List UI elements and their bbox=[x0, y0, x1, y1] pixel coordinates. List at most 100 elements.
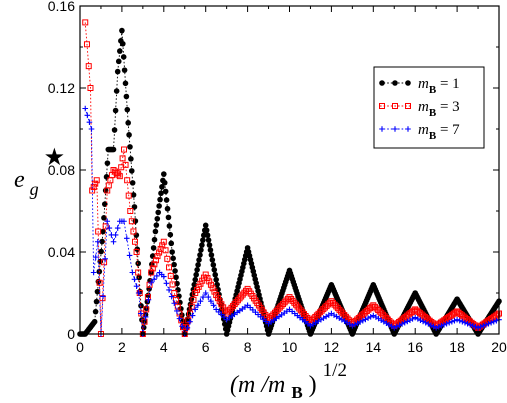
y-tick-label: 0.04 bbox=[48, 244, 75, 260]
data-point bbox=[175, 287, 181, 293]
data-point bbox=[119, 40, 126, 47]
data-point bbox=[95, 228, 102, 235]
data-point bbox=[127, 208, 134, 214]
data-point bbox=[301, 311, 308, 318]
data-point bbox=[299, 309, 306, 316]
data-point bbox=[392, 126, 398, 132]
data-point bbox=[315, 310, 322, 317]
data-point bbox=[221, 314, 227, 320]
data-point bbox=[173, 274, 179, 281]
y-axis-label-base: e bbox=[14, 167, 25, 193]
x-tick-label: 18 bbox=[449, 339, 465, 355]
y-tick-label: 0.08 bbox=[48, 162, 75, 178]
data-point bbox=[143, 306, 150, 313]
legend-label-var: m bbox=[418, 76, 429, 92]
data-point bbox=[172, 268, 178, 274]
x-tick-label: 8 bbox=[244, 339, 252, 355]
data-point bbox=[188, 303, 195, 310]
data-point bbox=[125, 120, 131, 126]
data-point bbox=[121, 218, 127, 225]
data-point bbox=[218, 311, 225, 318]
data-point bbox=[130, 228, 137, 235]
data-point bbox=[412, 314, 418, 321]
x-tick-label: 12 bbox=[324, 339, 340, 355]
data-point bbox=[165, 214, 172, 221]
data-point bbox=[328, 298, 335, 305]
data-point bbox=[152, 228, 159, 235]
data-point bbox=[197, 298, 204, 304]
data-point bbox=[204, 232, 211, 239]
data-point bbox=[164, 205, 171, 212]
data-point bbox=[98, 248, 104, 255]
data-point bbox=[93, 298, 100, 305]
data-point bbox=[211, 266, 218, 273]
data-point bbox=[154, 253, 161, 260]
y-tick-label: 0.12 bbox=[48, 80, 75, 96]
data-point bbox=[137, 310, 144, 317]
data-point bbox=[174, 308, 180, 314]
data-point bbox=[92, 308, 99, 315]
data-point bbox=[425, 321, 432, 327]
data-point bbox=[122, 161, 129, 168]
data-point bbox=[194, 266, 200, 273]
data-point bbox=[126, 132, 132, 138]
data-point bbox=[278, 302, 285, 309]
plot-frame bbox=[79, 5, 500, 335]
data-point bbox=[164, 255, 171, 262]
data-point bbox=[459, 318, 466, 325]
data-point bbox=[113, 170, 120, 177]
data-point bbox=[383, 314, 390, 321]
data-point bbox=[331, 301, 338, 308]
data-point bbox=[174, 280, 180, 287]
data-point bbox=[213, 306, 219, 313]
series-3 bbox=[82, 105, 502, 337]
data-point bbox=[156, 249, 163, 256]
data-point bbox=[428, 322, 434, 329]
data-point bbox=[100, 228, 106, 235]
data-point bbox=[159, 184, 165, 190]
data-point bbox=[195, 302, 201, 309]
data-point bbox=[317, 309, 324, 316]
data-point bbox=[105, 182, 112, 189]
data-point bbox=[205, 294, 212, 300]
data-point bbox=[376, 308, 383, 315]
data-point bbox=[82, 19, 89, 26]
data-point bbox=[292, 301, 299, 308]
data-point bbox=[333, 303, 340, 310]
data-point bbox=[407, 317, 413, 323]
y-axis-label: e g ★ bbox=[14, 145, 65, 201]
data-point bbox=[218, 301, 225, 308]
data-point bbox=[288, 295, 295, 302]
data-point bbox=[309, 317, 316, 324]
data-point bbox=[271, 309, 278, 316]
data-point bbox=[212, 271, 219, 278]
data-point bbox=[379, 311, 386, 318]
data-point bbox=[159, 242, 166, 249]
data-point bbox=[223, 310, 230, 317]
data-point bbox=[378, 310, 385, 317]
data-point bbox=[233, 299, 240, 306]
data-point bbox=[180, 324, 187, 331]
data-point bbox=[171, 300, 178, 307]
data-point bbox=[207, 281, 214, 288]
data-point bbox=[270, 311, 277, 318]
data-point bbox=[391, 325, 398, 331]
data-point bbox=[472, 324, 479, 330]
legend: mB = 1mB = 3mB = 7 bbox=[373, 66, 485, 149]
x-tick-label: 14 bbox=[366, 339, 382, 355]
data-point bbox=[231, 301, 238, 308]
data-point bbox=[268, 313, 275, 320]
data-point bbox=[115, 58, 122, 65]
data-point bbox=[84, 112, 91, 119]
data-point bbox=[149, 265, 156, 272]
data-point bbox=[435, 324, 442, 330]
x-tick-label: 16 bbox=[407, 339, 423, 355]
data-point bbox=[86, 119, 93, 125]
data-point bbox=[405, 126, 411, 132]
data-point bbox=[125, 192, 132, 199]
data-point bbox=[202, 222, 209, 229]
x-tick-label: 10 bbox=[282, 339, 298, 355]
data-point bbox=[296, 305, 303, 312]
data-point bbox=[154, 215, 161, 222]
data-point bbox=[133, 249, 140, 255]
